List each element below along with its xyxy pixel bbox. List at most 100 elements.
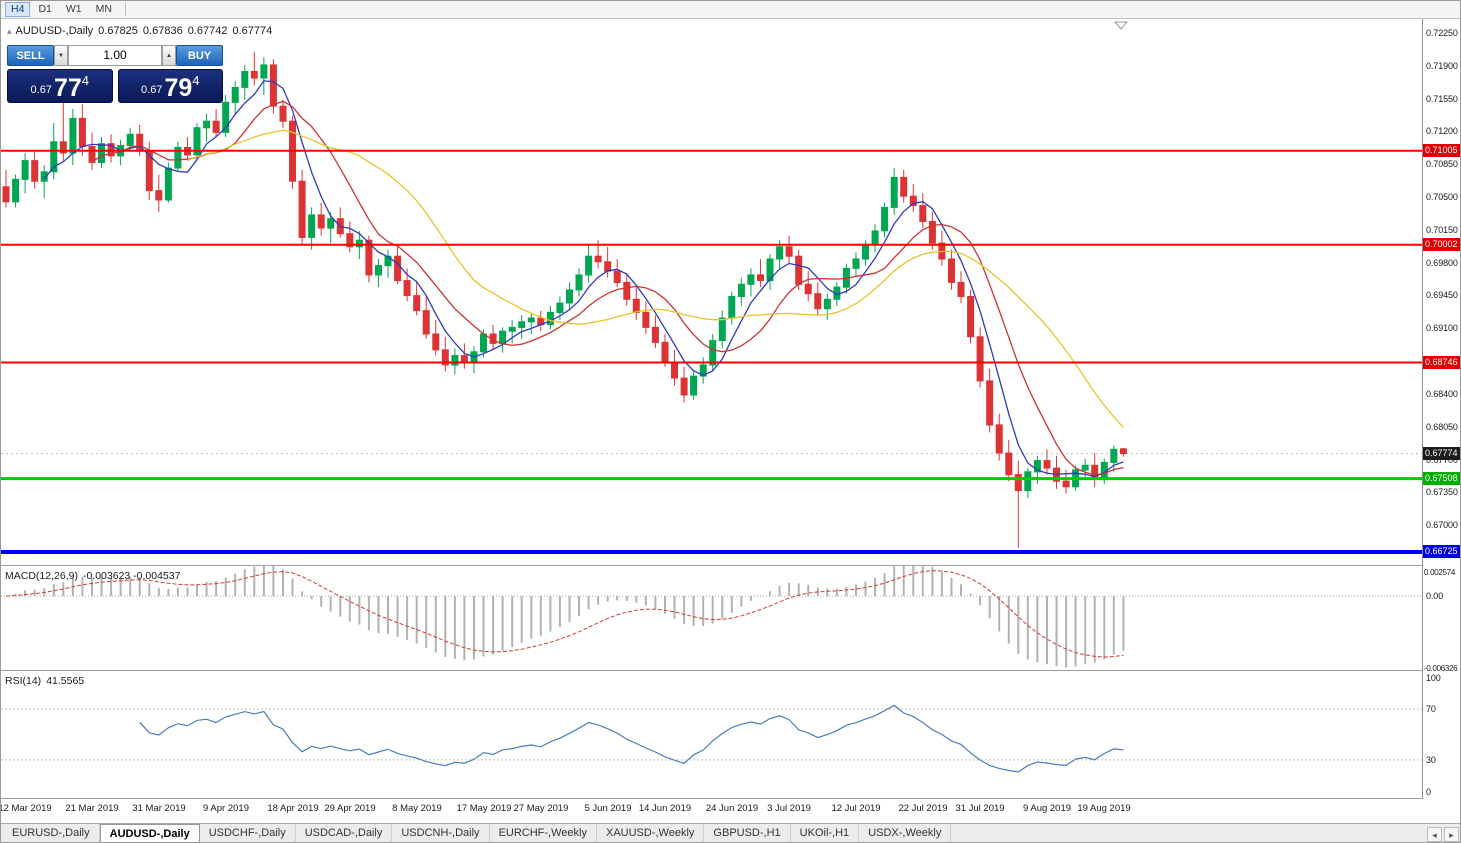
bid-big-digits: 77 <box>53 74 82 102</box>
rsi-pane[interactable] <box>1 671 1422 798</box>
volume-increase-icon[interactable]: ▲ <box>162 45 176 66</box>
macd-axis-label: 0.00 <box>1426 591 1444 601</box>
date-label: 29 Apr 2019 <box>324 803 376 814</box>
chart-tab-usdchf[interactable]: USDCHF-,Daily <box>200 824 296 842</box>
rsi-axis-label: 0 <box>1426 787 1431 797</box>
chart-tab-eurusd[interactable]: EURUSD-,Daily <box>3 824 100 842</box>
price-tick: 0.67700 <box>1426 455 1458 465</box>
price-tick: 0.71200 <box>1426 126 1458 136</box>
timeframe-button-h4[interactable]: H4 <box>5 2 31 17</box>
rsi-value: 41.5565 <box>46 675 85 687</box>
date-label: 9 Apr 2019 <box>203 803 249 814</box>
volume-decrease-icon[interactable]: ▼ <box>54 45 68 66</box>
date-label: 3 Jul 2019 <box>767 803 811 814</box>
candlestick-series <box>2 51 1127 548</box>
ask-big-digits: 79 <box>164 74 193 102</box>
toolbar-separator <box>124 3 126 16</box>
rsi-name: RSI(14) <box>5 675 42 687</box>
price-tick: 0.69800 <box>1426 258 1458 268</box>
pane-divider[interactable] <box>1 565 1460 566</box>
sell-button[interactable]: SELL <box>7 45 54 66</box>
date-label: 8 May 2019 <box>392 803 442 814</box>
current-price-badge: 0.67774 <box>1423 447 1460 460</box>
date-label: 17 May 2019 <box>456 803 512 814</box>
price-tick: 0.70150 <box>1426 225 1458 235</box>
tabs-scroll-left-icon[interactable]: ◂ <box>1427 827 1442 842</box>
chart-tabs-bar: EURUSD-,Daily AUDUSD-,Daily USDCHF-,Daily U… <box>1 823 1460 842</box>
timeframe-button-d1[interactable]: D1 <box>32 2 57 17</box>
macd-name: MACD(12,26,9) <box>5 570 78 582</box>
price-tick: 0.71900 <box>1426 61 1458 71</box>
date-label: 14 Jun 2019 <box>638 803 692 814</box>
macd-signal-line <box>5 570 1124 658</box>
price-tick: 0.67000 <box>1426 520 1458 530</box>
price-tick: 0.71550 <box>1426 94 1458 104</box>
chart-tab-ukoil[interactable]: UKOil-,H1 <box>791 824 860 842</box>
date-label: 12 Mar 2019 <box>0 803 52 814</box>
macd-pane[interactable] <box>1 566 1422 670</box>
ohlc-open: 0.67825 <box>98 25 138 37</box>
time-axis[interactable]: 12 Mar 2019 21 Mar 2019 31 Mar 2019 9 Apr 2… <box>0 799 1460 823</box>
price-tick: 0.70850 <box>1426 159 1458 169</box>
one-click-trading-panel: SELL ▼ 1.00 ▲ BUY 0.67 77 4 0.67 79 4 <box>7 45 223 103</box>
bid-pipette: 4 <box>81 73 89 88</box>
macd-histogram <box>14 566 1125 668</box>
price-badge-0.70002: 0.70002 <box>1423 238 1460 251</box>
chart-window: ▴ AUDUSD-,Daily 0.67825 0.67836 0.67742 0.677… <box>0 19 1460 823</box>
date-label: 18 Apr 2019 <box>267 803 319 814</box>
price-badge-0.71005: 0.71005 <box>1423 144 1460 157</box>
ask-prefix: 0.67 <box>141 84 163 96</box>
chart-symbol-period: AUDUSD-,Daily <box>15 25 94 37</box>
sma-10-line <box>91 100 1124 476</box>
macd-axis-label: -0.006326 <box>1424 664 1458 673</box>
rsi-axis-label: 30 <box>1426 755 1436 765</box>
one-click-price-row: 0.67 77 4 0.67 79 4 <box>7 69 223 103</box>
price-axis[interactable]: 0.72250 0.71900 0.71550 0.71200 0.70850 0.705… <box>1422 19 1460 799</box>
ask-price-panel[interactable]: 0.67 79 4 <box>117 69 223 103</box>
timeframe-toolbar: H4 D1 W1 MN <box>1 1 1460 19</box>
chart-tab-eurchf[interactable]: EURCHF-,Weekly <box>490 824 597 842</box>
bid-prefix: 0.67 <box>30 84 52 96</box>
timeframe-button-mn[interactable]: MN <box>90 2 118 17</box>
chart-tab-usdcnh[interactable]: USDCNH-,Daily <box>392 824 490 842</box>
price-chart-canvas[interactable] <box>1 19 1422 565</box>
one-click-top-row: SELL ▼ 1.00 ▲ BUY <box>7 45 223 66</box>
chart-tab-gbpusd[interactable]: GBPUSD-,H1 <box>704 824 791 842</box>
price-badge-0.68746: 0.68746 <box>1423 356 1460 369</box>
price-tick: 0.67350 <box>1426 487 1458 497</box>
ask-pipette: 4 <box>192 73 200 88</box>
ohlc-high: 0.67836 <box>142 25 183 37</box>
price-tick: 0.68400 <box>1426 389 1458 399</box>
price-badge-0.66725: 0.66725 <box>1423 545 1460 558</box>
date-label: 21 Mar 2019 <box>65 803 119 814</box>
chart-tab-usdx[interactable]: USDX-,Weekly <box>859 824 952 842</box>
date-label: 31 Mar 2019 <box>132 803 186 814</box>
tabs-scroll-right-icon[interactable]: ▸ <box>1444 827 1459 842</box>
rsi-axis-label: 100 <box>1426 673 1441 683</box>
chart-title: ▴ AUDUSD-,Daily 0.67825 0.67836 0.67742 0.677… <box>7 25 272 37</box>
chart-shift-marker[interactable] <box>1113 21 1129 30</box>
date-label: 9 Aug 2019 <box>1022 803 1072 814</box>
chart-tab-usdcad[interactable]: USDCAD-,Daily <box>296 824 393 842</box>
collapse-arrow-icon[interactable]: ▴ <box>7 26 12 36</box>
price-tick: 0.70500 <box>1426 192 1458 202</box>
rsi-axis-label: 70 <box>1426 704 1436 714</box>
macd-indicator-label: MACD(12,26,9) -0.003623 -0.004537 <box>5 570 180 582</box>
ohlc-close: 0.67774 <box>232 25 273 37</box>
volume-input[interactable]: 1.00 <box>68 45 162 66</box>
timeframe-button-w1[interactable]: W1 <box>60 2 88 17</box>
price-tick: 0.69450 <box>1426 290 1458 300</box>
chart-tab-xauusd[interactable]: XAUUSD-,Weekly <box>597 824 705 842</box>
pane-divider[interactable] <box>1 670 1460 671</box>
rsi-line <box>139 704 1124 773</box>
pane-divider <box>1 798 1460 799</box>
sma-20-line <box>187 129 1124 428</box>
bid-price-panel[interactable]: 0.67 77 4 <box>7 69 113 103</box>
chart-tab-audusd[interactable]: AUDUSD-,Daily <box>99 824 200 842</box>
timeframe-buttons: H4 D1 W1 MN <box>4 2 119 17</box>
date-label: 22 Jul 2019 <box>898 803 948 814</box>
macd-values: -0.003623 -0.004537 <box>82 570 181 582</box>
buy-button[interactable]: BUY <box>176 45 223 66</box>
date-label: 27 May 2019 <box>513 803 569 814</box>
